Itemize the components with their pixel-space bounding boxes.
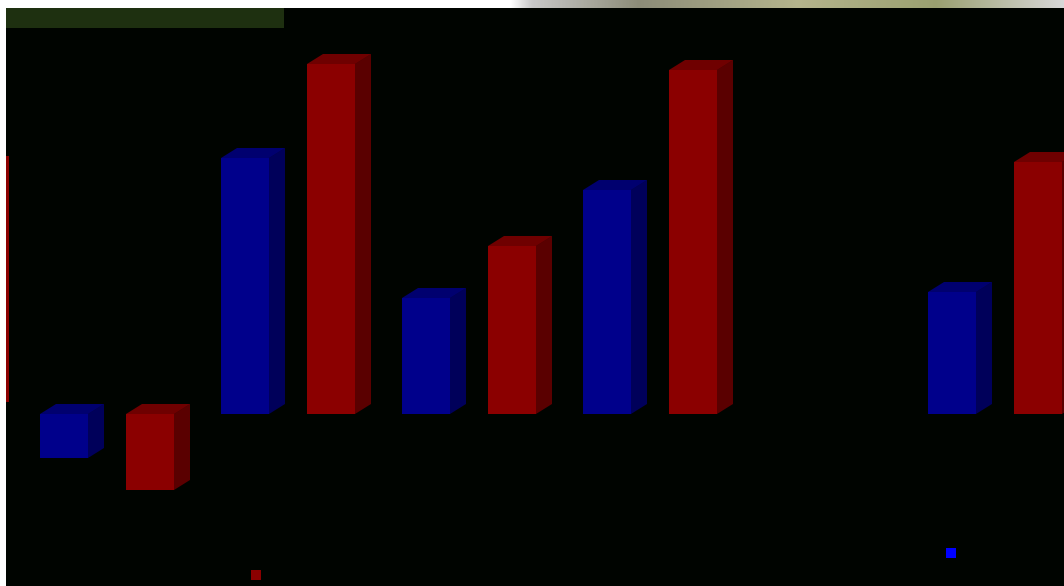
bar-front-face	[488, 246, 536, 414]
bar-front-face	[669, 70, 717, 414]
bar-side-face	[717, 60, 733, 414]
cut-off-bar-edge	[6, 156, 9, 402]
bar-top-face	[583, 180, 647, 190]
bar-front-face	[1014, 162, 1062, 414]
bar-side-face	[269, 148, 285, 414]
bar-1-series-2	[126, 404, 190, 490]
bar-5-series-2	[1014, 152, 1064, 414]
bar-4-series-1	[583, 180, 647, 414]
window-top-strip	[0, 0, 1064, 8]
bar-side-face	[450, 288, 466, 414]
window-left-edge	[0, 0, 6, 586]
title-bar	[6, 8, 284, 28]
bar-top-face	[307, 54, 371, 64]
bar-front-face	[40, 414, 88, 458]
bar-front-face	[221, 158, 269, 414]
bar-top-face	[488, 236, 552, 246]
bar-top-face	[669, 60, 733, 70]
bar-side-face	[174, 404, 190, 490]
bar-3-series-1	[402, 288, 466, 414]
bar-5-series-1	[928, 282, 992, 414]
bar-front-face	[126, 414, 174, 490]
bar-top-face	[928, 282, 992, 292]
bar-top-face	[126, 404, 190, 414]
bar-side-face	[631, 180, 647, 414]
bar-3-series-2	[488, 236, 552, 414]
bar-2-series-2	[307, 54, 371, 414]
bar-front-face	[583, 190, 631, 414]
bar-front-face	[307, 64, 355, 414]
bar-1-series-1	[40, 404, 104, 458]
bar-side-face	[976, 282, 992, 414]
bar-front-face	[402, 298, 450, 414]
bars-group	[6, 54, 1064, 490]
bar-side-face	[88, 404, 104, 458]
bar-top-face	[402, 288, 466, 298]
bar-2-series-1	[221, 148, 285, 414]
bar-side-face	[536, 236, 552, 414]
bar-side-face	[355, 54, 371, 414]
bar-front-face	[928, 292, 976, 414]
legend-marker-series-1	[946, 548, 956, 558]
legend-marker-series-2	[251, 570, 261, 580]
bar-top-face	[1014, 152, 1064, 162]
bar-4-series-2	[669, 60, 733, 414]
bar-top-face	[221, 148, 285, 158]
bar-top-face	[40, 404, 104, 414]
legend	[251, 548, 956, 580]
